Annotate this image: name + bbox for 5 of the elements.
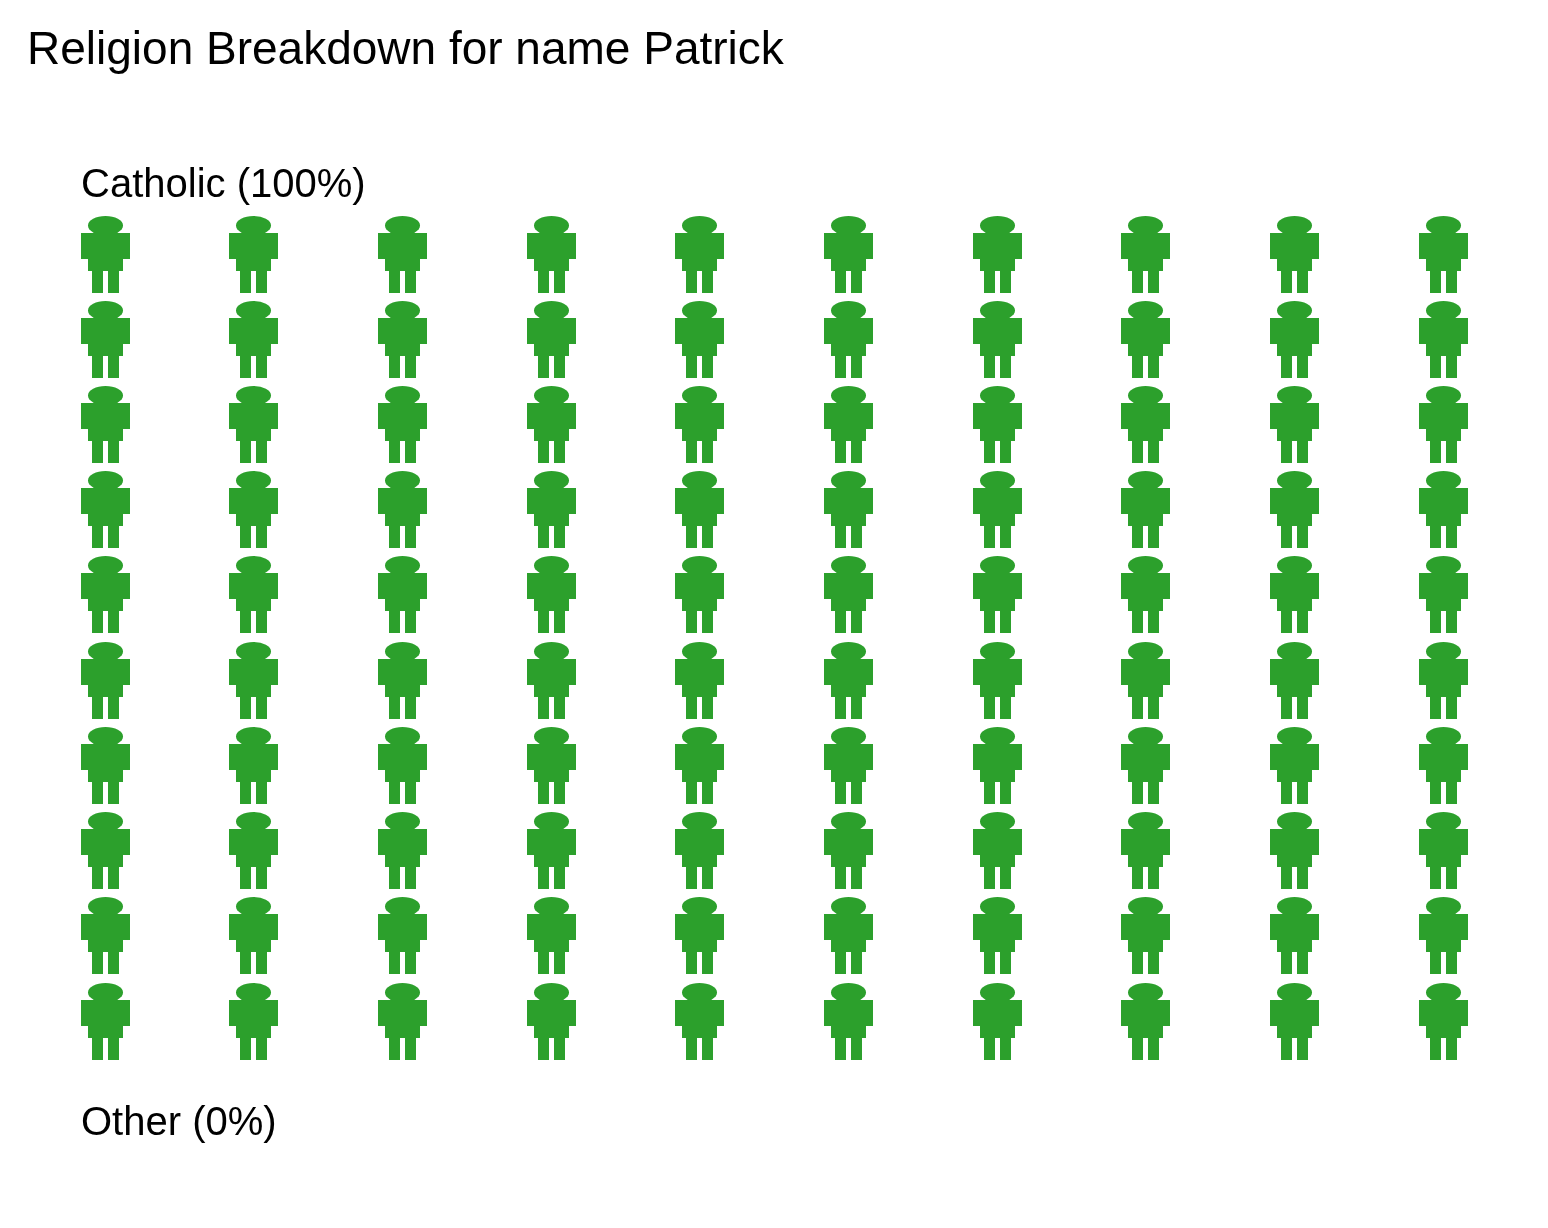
data-label: (0%) xyxy=(192,1099,277,1143)
text: Religion Breakdown for name Patrick xyxy=(27,22,785,74)
data-label: (100%) xyxy=(236,161,366,205)
category-label: Other xyxy=(81,1099,182,1143)
category-label: Catholic xyxy=(81,161,226,205)
